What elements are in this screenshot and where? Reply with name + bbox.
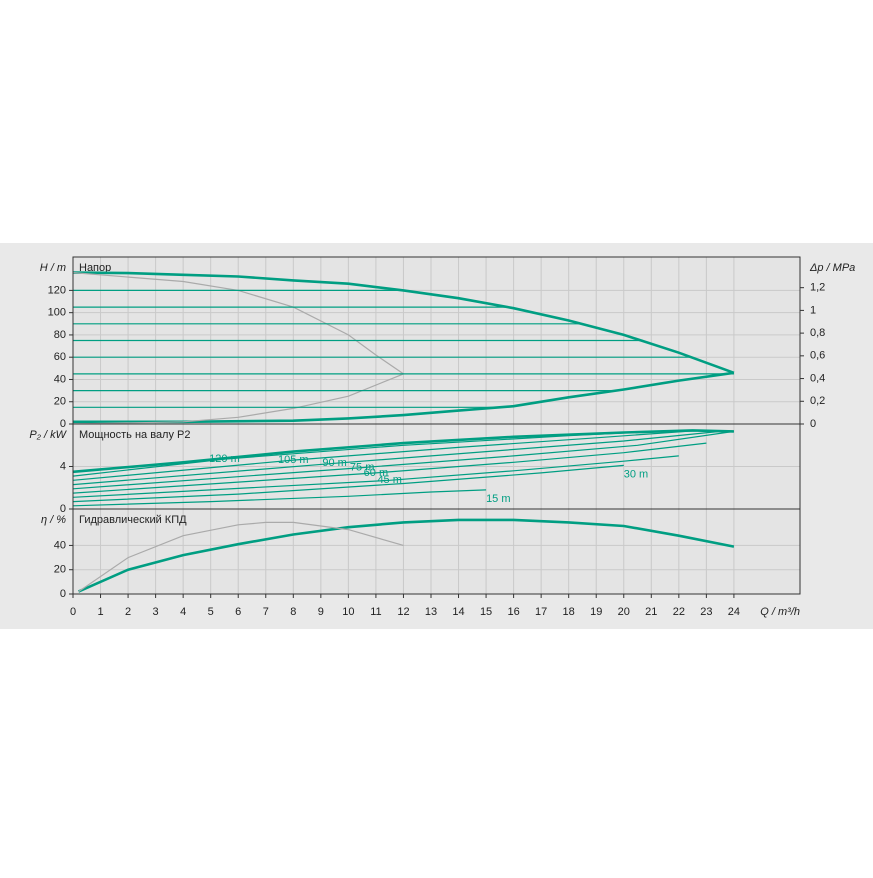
- panel-title: Мощность на валу P2: [79, 429, 191, 441]
- x-tick-label: 24: [728, 606, 740, 618]
- y2-axis-label: Δp / MPa: [809, 262, 855, 274]
- x-tick-label: 15: [480, 606, 492, 618]
- curve: [72, 373, 404, 425]
- y-tick-label: 20: [54, 396, 66, 408]
- curve-label: 120 m: [209, 453, 240, 465]
- x-tick-label: 20: [618, 606, 630, 618]
- y-tick-label: 20: [54, 564, 66, 576]
- x-tick-label: 14: [452, 606, 464, 618]
- x-tick-label: 22: [673, 606, 685, 618]
- x-tick-label: 19: [590, 606, 602, 618]
- y2-tick-label: 0,4: [810, 372, 825, 384]
- y-axis-label: η / %: [41, 514, 66, 526]
- curve: [72, 489, 487, 507]
- curve-label: 60 m: [364, 467, 388, 479]
- curve: [78, 521, 404, 593]
- curve: [72, 430, 734, 490]
- y2-tick-label: 0,2: [810, 395, 825, 407]
- x-tick-label: 2: [125, 606, 131, 618]
- curve: [72, 430, 721, 486]
- x-tick-label: 4: [180, 606, 186, 618]
- y2-tick-label: 0: [810, 418, 816, 430]
- y2-tick-label: 0,8: [810, 327, 825, 339]
- x-tick-label: 16: [507, 606, 519, 618]
- x-tick-label: 6: [235, 606, 241, 618]
- y2-tick-label: 1,2: [810, 282, 825, 294]
- y-tick-label: 0: [60, 503, 66, 515]
- curve: [72, 464, 624, 503]
- x-tick-label: 13: [425, 606, 437, 618]
- curve: [72, 442, 707, 494]
- x-tick-label: 0: [70, 606, 76, 618]
- x-tick-label: 9: [318, 606, 324, 618]
- curve-label: 90 m: [322, 457, 346, 469]
- y-tick-label: 0: [60, 418, 66, 430]
- curve: [72, 455, 679, 498]
- x-tick-label: 17: [535, 606, 547, 618]
- x-tick-label: 7: [263, 606, 269, 618]
- curve: [72, 430, 666, 477]
- x-tick-label: 8: [290, 606, 296, 618]
- x-tick-label: 18: [563, 606, 575, 618]
- curve: [72, 430, 693, 481]
- y2-tick-label: 1: [810, 304, 816, 316]
- curve: [77, 518, 735, 593]
- y-axis-label: P₂ / kW: [29, 429, 67, 441]
- y-tick-label: 4: [60, 460, 66, 472]
- plot-frame: [72, 508, 801, 595]
- x-tick-label: 21: [645, 606, 657, 618]
- curve-label: 105 m: [278, 454, 309, 466]
- y-tick-label: 80: [54, 329, 66, 341]
- panel-title: Напор: [79, 262, 111, 274]
- x-tick-label: 1: [97, 606, 103, 618]
- x-tick-label: 12: [397, 606, 409, 618]
- curve: [72, 429, 734, 474]
- curve-label: 15 m: [486, 493, 510, 505]
- x-tick-label: 3: [153, 606, 159, 618]
- curve-label: 75 m: [350, 461, 374, 473]
- curve-label: 30 m: [624, 468, 648, 480]
- x-axis-label: Q / m³/h: [760, 606, 800, 618]
- x-tick-label: 23: [700, 606, 712, 618]
- y-tick-label: 0: [60, 588, 66, 600]
- x-tick-label: 5: [208, 606, 214, 618]
- y-tick-label: 40: [54, 373, 66, 385]
- y-tick-label: 40: [54, 539, 66, 551]
- curve-label: 45 m: [377, 474, 401, 486]
- y-tick-label: 100: [48, 307, 66, 319]
- curve: [73, 371, 735, 424]
- y-tick-label: 120: [48, 284, 66, 296]
- y-tick-label: 60: [54, 351, 66, 363]
- y-axis-label: H / m: [40, 262, 66, 274]
- x-tick-label: 10: [342, 606, 354, 618]
- x-tick-label: 11: [370, 606, 381, 618]
- y2-tick-label: 0,6: [810, 350, 825, 362]
- panel-title: Гидравлический КПД: [79, 514, 187, 526]
